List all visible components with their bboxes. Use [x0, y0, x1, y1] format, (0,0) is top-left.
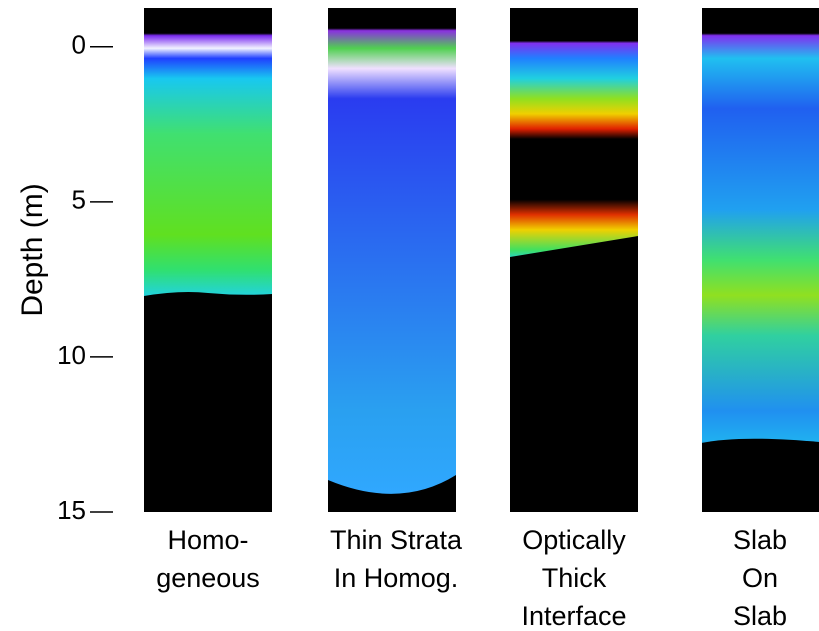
- y-tick-label: 15: [57, 495, 86, 525]
- category-label: On: [742, 563, 778, 593]
- category-label: geneous: [156, 563, 260, 593]
- panel-floor: [510, 236, 638, 512]
- category-label: In Homog.: [334, 563, 459, 593]
- category-label: Slab: [733, 601, 787, 631]
- panel-floor: [702, 439, 819, 512]
- category-label: Slab: [733, 525, 787, 555]
- y-axis-label: Depth (m): [16, 183, 49, 316]
- panels: [144, 8, 819, 512]
- panel: [702, 8, 819, 512]
- y-tick-label: 0: [72, 30, 86, 60]
- category-label: Interface: [521, 601, 626, 631]
- panel-floor: [144, 292, 272, 512]
- y-tick-label: 10: [57, 340, 86, 370]
- category-label: Optically: [522, 525, 626, 555]
- panel: [328, 8, 456, 512]
- category-label: Thick: [542, 563, 607, 593]
- category-label: Homo-: [167, 525, 248, 555]
- y-tick-label: 5: [72, 185, 86, 215]
- chart: Depth (m) 0 5 10 15 Homo-geneous Thin Strata I…: [0, 0, 819, 631]
- category-label: Thin Strata: [330, 525, 463, 555]
